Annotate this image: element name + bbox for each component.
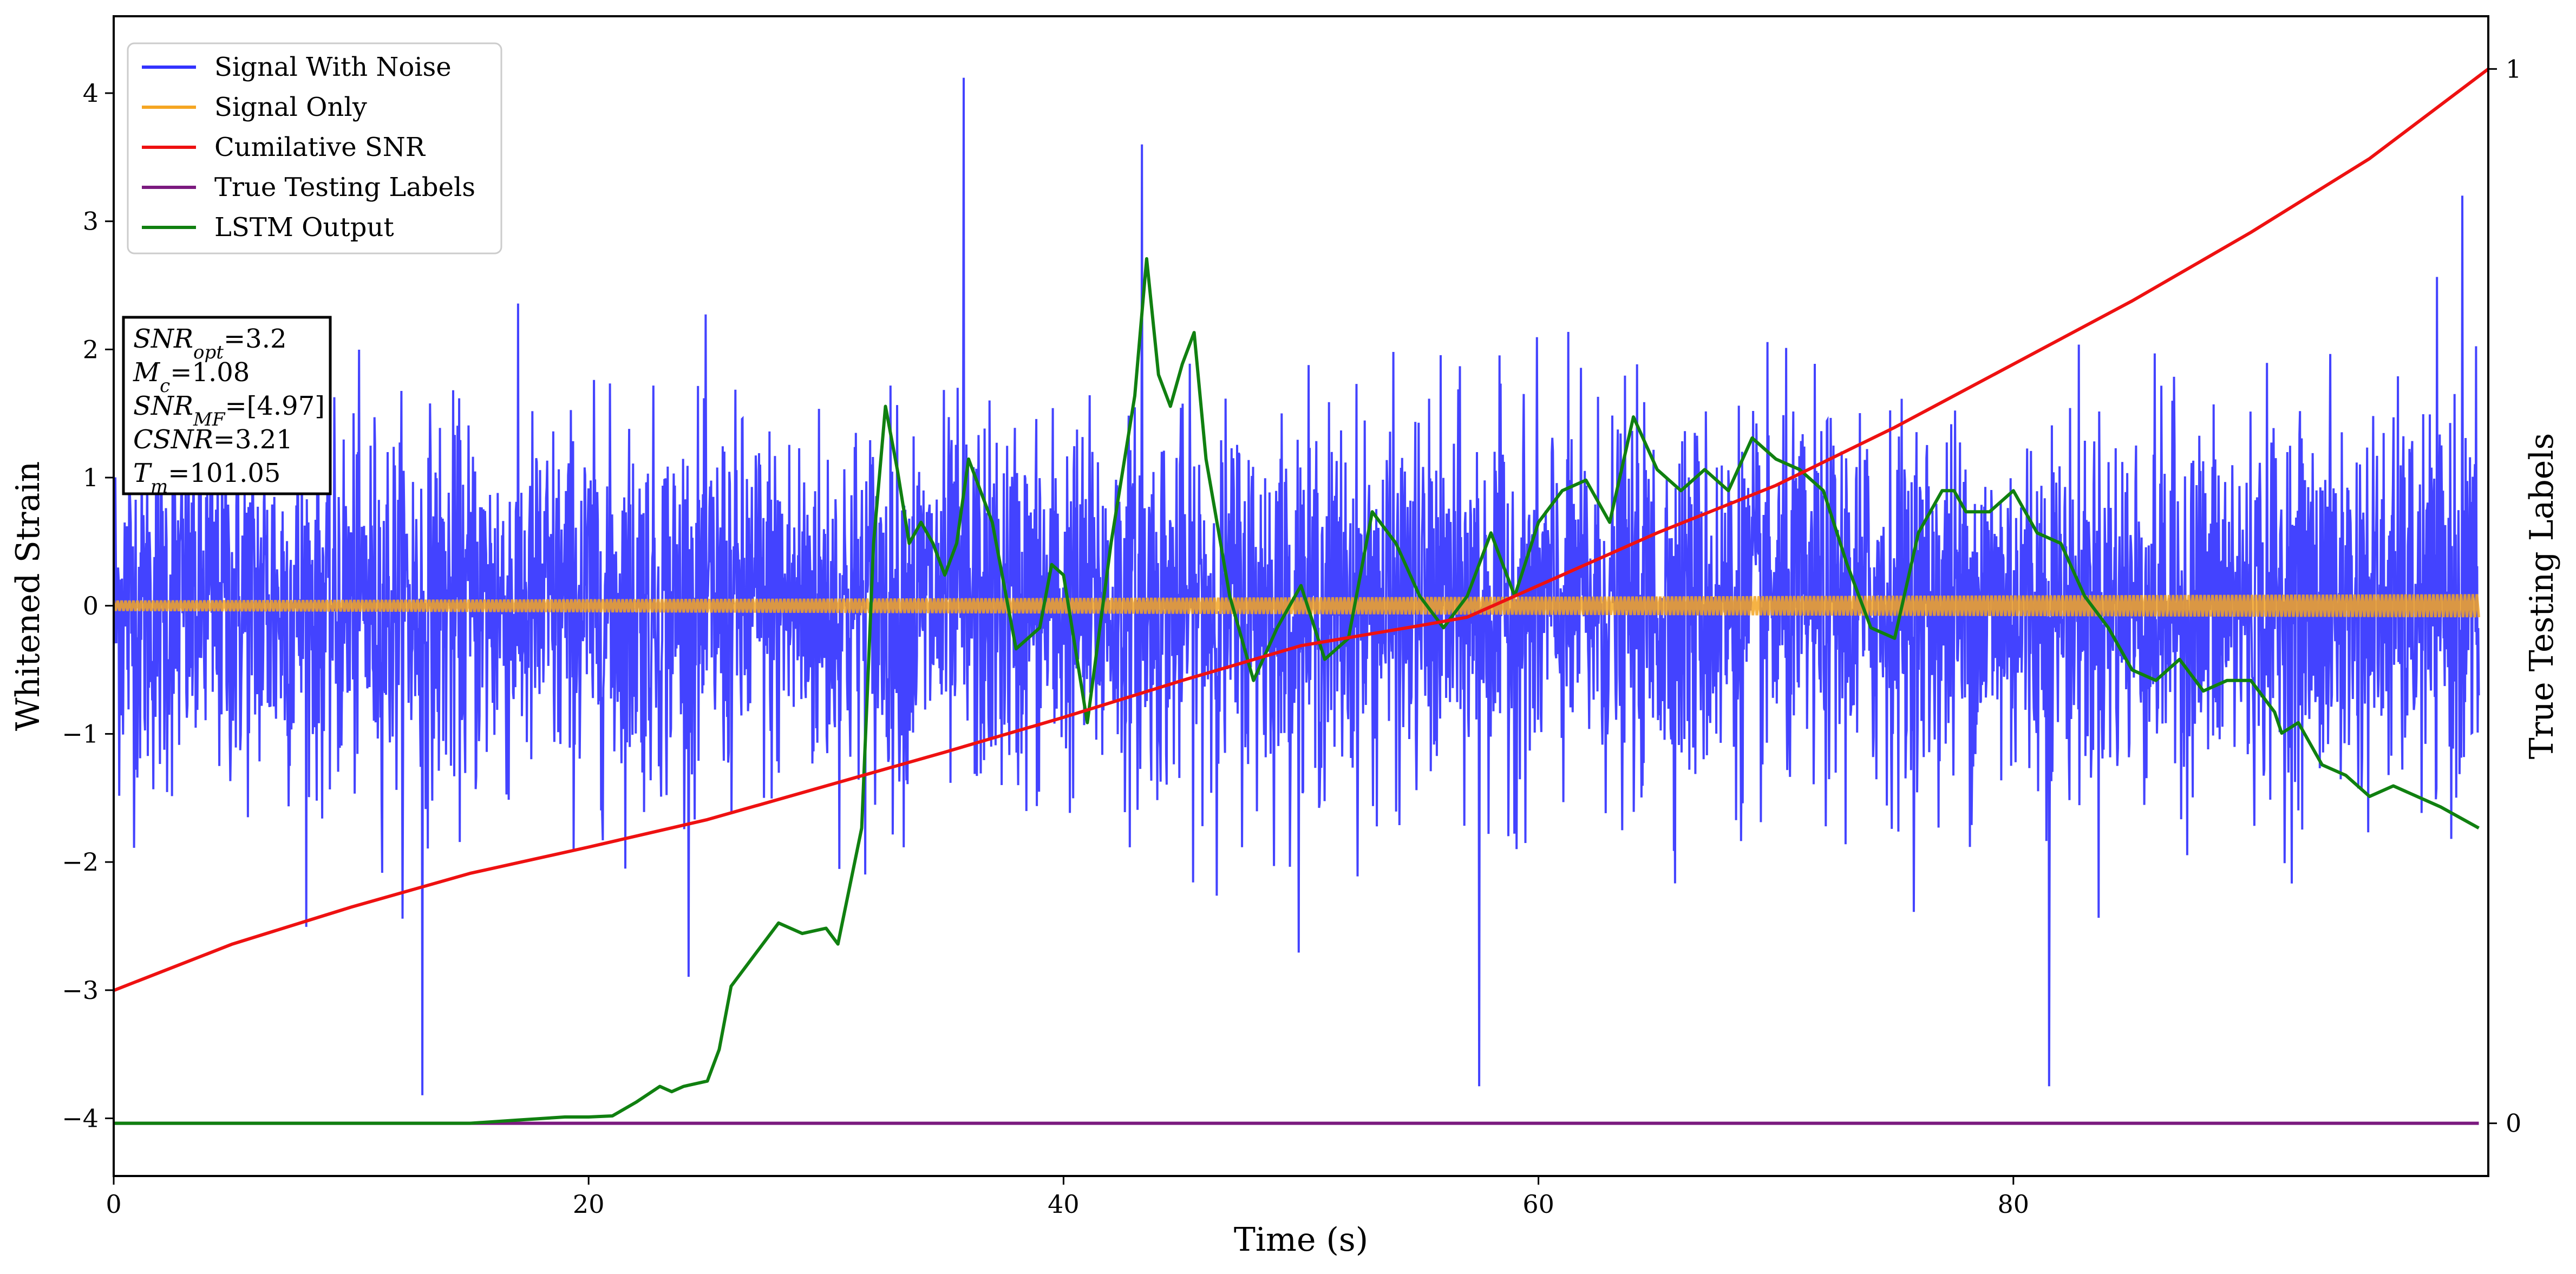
x-tick-label: 20 <box>573 1190 605 1219</box>
x-tick-label: 60 <box>1522 1190 1554 1219</box>
info-box-frame <box>122 316 332 495</box>
series-signal-with-noise <box>114 77 2480 1095</box>
y-tick-label: −1 <box>62 719 99 748</box>
y-tick-label: −4 <box>62 1103 99 1133</box>
y-tick-label: 1 <box>83 463 99 492</box>
legend-frame <box>127 42 502 254</box>
info-merger-time: Tm=101.05 <box>133 458 280 498</box>
legend-label: True Testing Labels <box>214 172 475 202</box>
x-tick-label: 80 <box>1998 1190 2030 1219</box>
info-csnr: CSNR=3.21 <box>133 424 293 455</box>
y-tick-label: −3 <box>62 976 99 1005</box>
right-tick-label: 1 <box>2506 54 2521 83</box>
right-axis-title: True Testing Labels <box>2523 433 2561 760</box>
x-tick-label: 0 <box>106 1190 121 1219</box>
info-box: SNRopt=3.2 Mc=1.08 SNRMF=[4.97] CSNR=3.2… <box>122 316 332 498</box>
series-lstm-output <box>114 257 2480 1125</box>
y-axis-title: Whitened Strain <box>9 461 47 731</box>
right-axis-ticks: 01 <box>2488 54 2521 1138</box>
x-tick-label: 40 <box>1048 1190 1080 1219</box>
y-tick-label: 2 <box>83 335 99 364</box>
plot-area <box>114 68 2488 1125</box>
y-tick-label: −2 <box>62 847 99 877</box>
series-cumulative-snr <box>114 68 2488 992</box>
info-snr-opt: SNRopt=3.2 <box>133 324 287 363</box>
y-axis-ticks: −4 −3 −2 −1 0 1 2 3 4 <box>62 79 114 1133</box>
legend-label: Signal With Noise <box>214 52 452 82</box>
info-snr-mf: SNRMF=[4.97] <box>133 391 325 430</box>
x-axis-title: Time (s) <box>1234 1221 1368 1259</box>
y-tick-label: 4 <box>83 79 99 108</box>
series-signal-only <box>114 594 2480 618</box>
info-chirp-mass: Mc=1.08 <box>133 357 250 397</box>
y-tick-label: 0 <box>83 591 99 620</box>
legend-label: Signal Only <box>214 92 367 122</box>
legend-label: LSTM Output <box>214 212 394 243</box>
x-axis-ticks: 0 20 40 60 80 <box>106 1176 2029 1219</box>
y-tick-label: 3 <box>83 207 99 236</box>
legend: Signal With Noise Signal Only Cumilative S… <box>127 42 502 254</box>
legend-label: Cumilative SNR <box>214 132 426 162</box>
plot-frame <box>113 15 2489 1177</box>
right-tick-label: 0 <box>2506 1109 2521 1138</box>
